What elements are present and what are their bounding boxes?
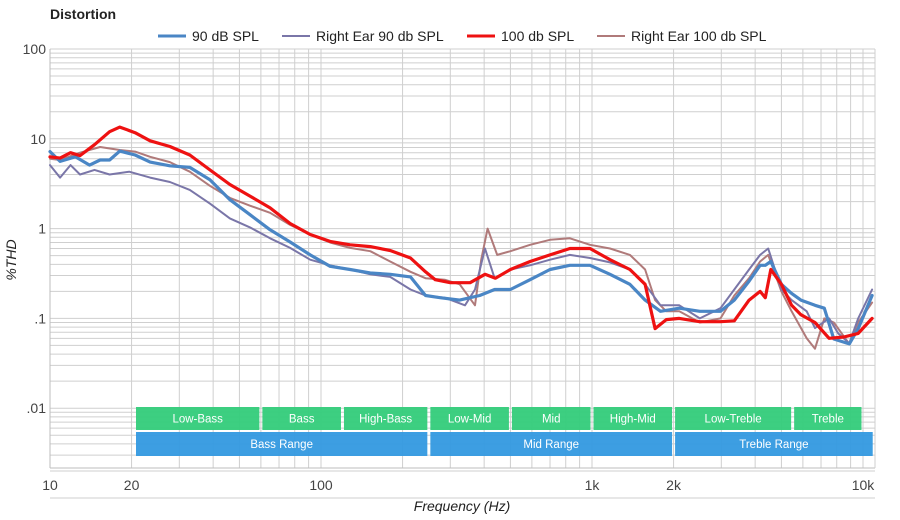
band-rect <box>430 432 673 456</box>
band-rect <box>794 407 862 430</box>
band-low-treble: Low-Treble <box>675 407 792 430</box>
legend-label: Right Ear 100 db SPL <box>631 28 767 44</box>
band-label: Mid Range <box>523 439 579 451</box>
band-label: Low-Treble <box>705 414 762 426</box>
axis-ticks: 10 20 100 1k 2k 10k 100 10 1 .1 .01 <box>23 41 876 493</box>
band-treble: Treble <box>794 407 862 430</box>
band-label: Bass Range <box>250 439 313 451</box>
y-tick-label: 100 <box>23 41 47 57</box>
y-tick-label: .01 <box>27 400 47 416</box>
legend-label: 100 db SPL <box>501 28 574 44</box>
band-rect <box>430 407 509 430</box>
legend-item[interactable]: 100 db SPL <box>467 28 574 44</box>
y-tick-label: 10 <box>30 131 46 147</box>
band-label: High-Bass <box>359 414 412 426</box>
y-tick-label: .1 <box>34 310 46 326</box>
band-mid-range: Mid Range <box>430 432 673 456</box>
band-label: Mid <box>542 414 561 426</box>
band-rect <box>593 407 673 430</box>
band-high-mid: High-Mid <box>593 407 673 430</box>
band-rect <box>343 407 428 430</box>
x-tick-label: 20 <box>124 477 140 493</box>
series-line-100-db-spl <box>48 125 874 340</box>
chart-title: Distortion <box>50 6 116 22</box>
y-tick-label: 1 <box>38 221 46 237</box>
band-rect <box>136 407 260 430</box>
legend-item[interactable]: Right Ear 90 db SPL <box>282 28 444 44</box>
legend-label: Right Ear 90 db SPL <box>316 28 444 44</box>
band-low-mid: Low-Mid <box>430 407 509 430</box>
x-tick-label: 1k <box>585 477 601 493</box>
legend-label: 90 dB SPL <box>192 28 259 44</box>
band-rect <box>511 407 591 430</box>
x-tick-label: 2k <box>666 477 682 493</box>
band-high-bass: High-Bass <box>343 407 428 430</box>
band-label: Low-Bass <box>172 414 223 426</box>
x-tick-label: 100 <box>309 477 333 493</box>
band-bass-range: Bass Range <box>136 432 428 456</box>
legend: 90 dB SPL Right Ear 90 db SPL 100 db SPL Ri… <box>158 28 767 44</box>
band-label: Treble Range <box>739 439 808 451</box>
band-bass: Bass <box>262 407 341 430</box>
band-rect <box>675 432 873 456</box>
band-mid: Mid <box>511 407 591 430</box>
band-label: Treble <box>812 414 844 426</box>
frequency-bands: Low-Bass Bass High-Bass Low-Mid Mid High-Mid L… <box>136 407 873 456</box>
band-low-bass: Low-Bass <box>136 407 260 430</box>
legend-item[interactable]: 90 dB SPL <box>158 28 259 44</box>
series-line-90-db-spl <box>48 149 874 346</box>
band-label: Low-Mid <box>448 414 491 426</box>
series-lines <box>48 125 874 350</box>
x-tick-label: 10k <box>852 477 876 493</box>
x-tick-label: 10 <box>42 477 58 493</box>
x-axis-title: Frequency (Hz) <box>414 498 510 514</box>
band-label: High-Mid <box>610 414 656 426</box>
band-label: Bass <box>289 414 315 426</box>
band-rect <box>675 407 792 430</box>
band-rect <box>262 407 341 430</box>
band-treble-range: Treble Range <box>675 432 873 456</box>
y-axis-title: %THD <box>3 239 19 280</box>
series-line-right-ear-90-db-spl <box>49 164 874 345</box>
legend-item[interactable]: Right Ear 100 db SPL <box>597 28 767 44</box>
band-rect <box>136 432 428 456</box>
